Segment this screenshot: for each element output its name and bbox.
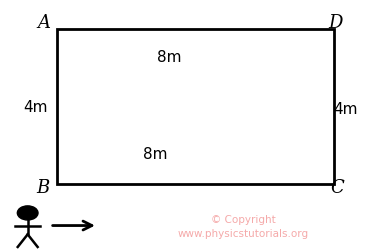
Text: 8m: 8m xyxy=(143,147,167,163)
Bar xyxy=(57,29,334,184)
Text: B: B xyxy=(36,179,49,197)
Text: D: D xyxy=(328,14,342,32)
Text: A: A xyxy=(38,14,51,32)
Text: © Copyright
www.physicstutorials.org: © Copyright www.physicstutorials.org xyxy=(178,215,309,239)
Text: 8m: 8m xyxy=(158,50,182,66)
Text: 4m: 4m xyxy=(23,100,47,115)
Circle shape xyxy=(17,206,38,220)
Text: 4m: 4m xyxy=(333,102,357,117)
Text: C: C xyxy=(331,179,345,197)
